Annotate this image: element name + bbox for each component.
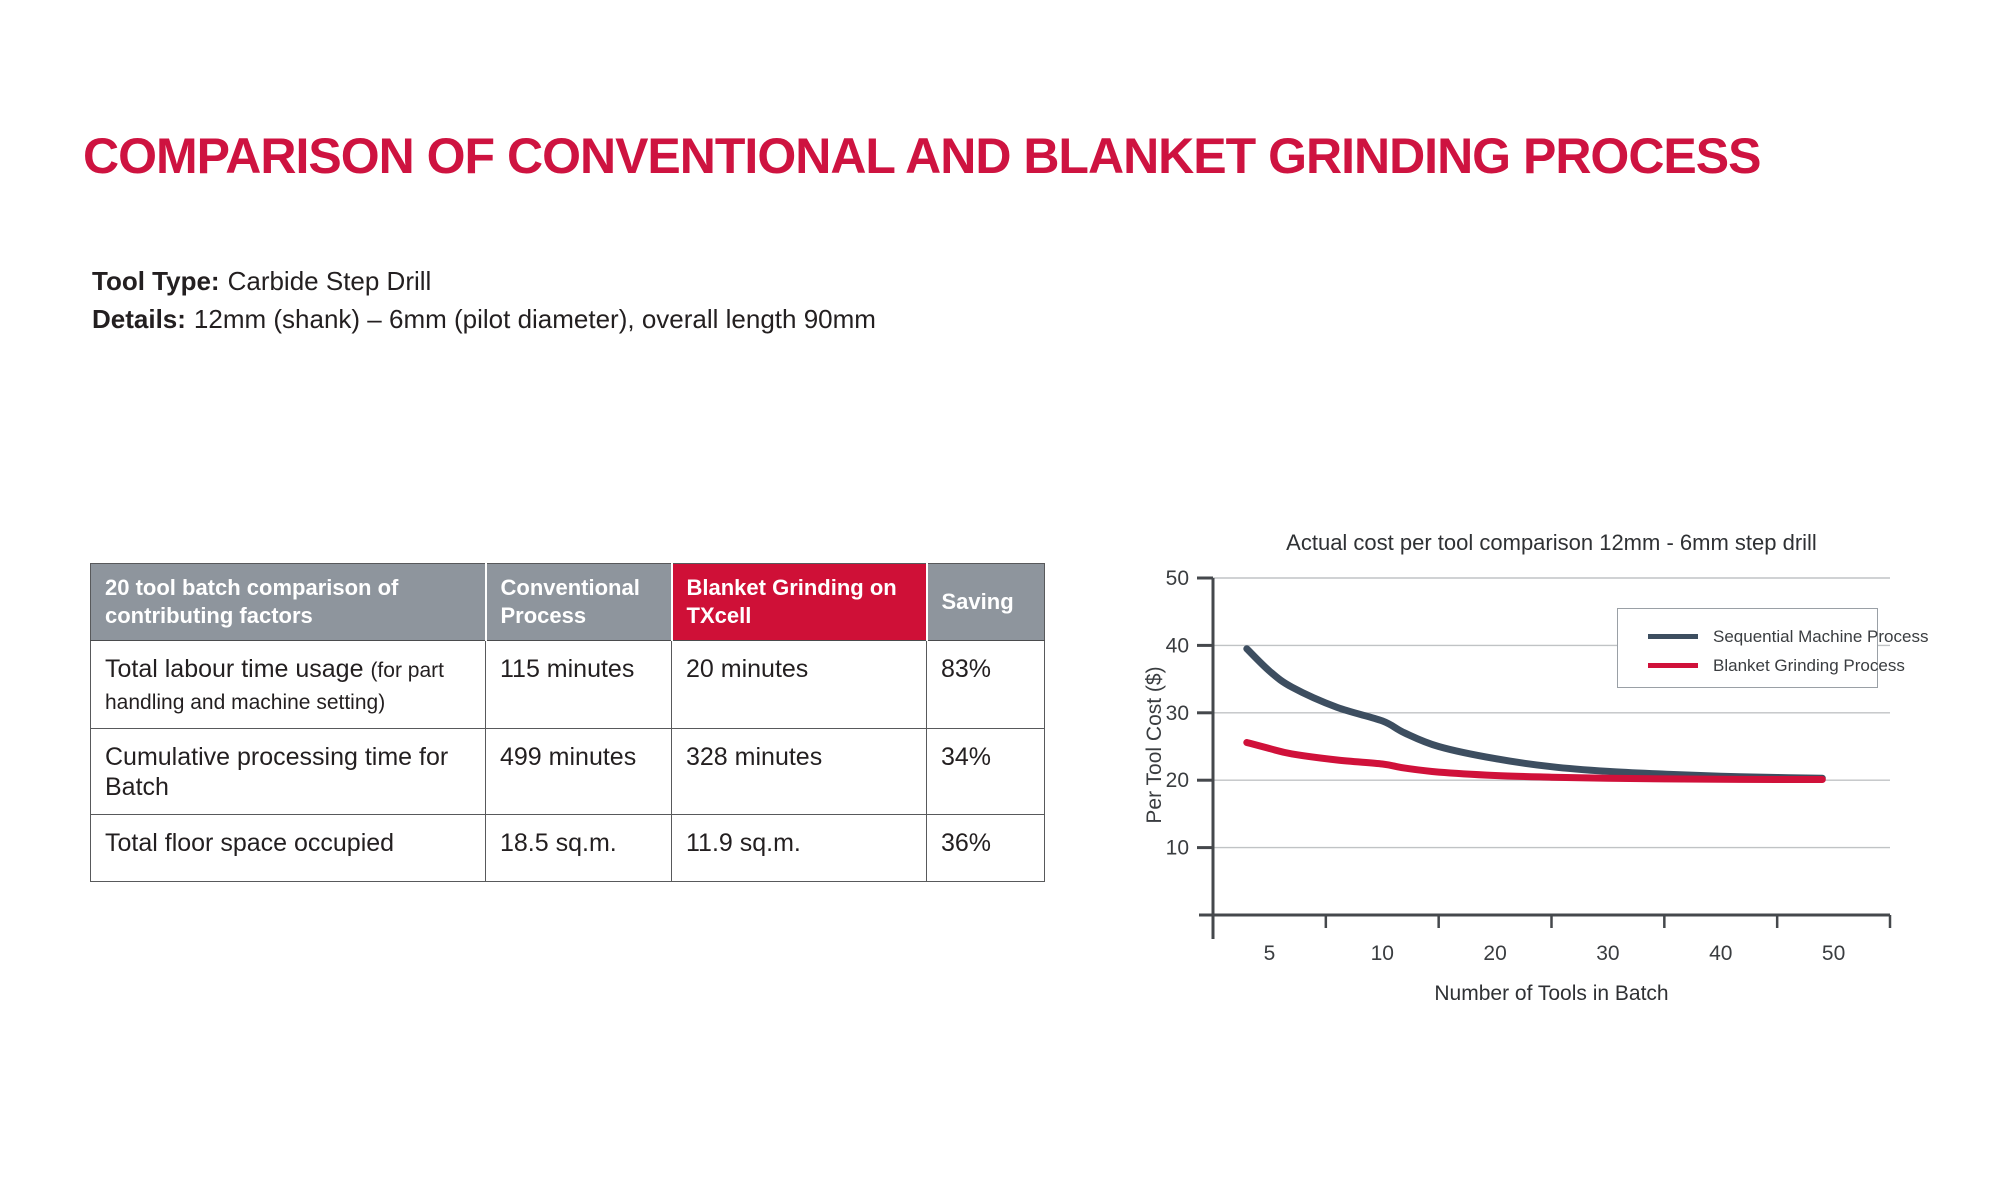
legend-swatch-blanket-grinding-process: [1648, 663, 1698, 668]
x-axis-label: Number of Tools in Batch: [1434, 982, 1669, 1005]
column-header-conventional: Conventional Process: [484, 563, 672, 641]
table-row: Cumulative processing time for Batch 499…: [90, 728, 1045, 815]
column-header-factors: 20 tool batch comparison of contributing…: [90, 563, 486, 641]
cell-factor: Total labour time usage (for part handli…: [90, 640, 486, 729]
x-tick-label-50: 50: [1822, 942, 1845, 965]
cell-blanket: 11.9 sq.m.: [671, 814, 927, 882]
page-title: COMPARISON OF CONVENTIONAL AND BLANKET G…: [83, 128, 1761, 184]
x-tick-label-40: 40: [1709, 942, 1732, 965]
cell-blanket: 328 minutes: [671, 728, 927, 815]
chart-legend: Sequential Machine Process Blanket Grindi…: [1617, 608, 1928, 688]
cell-conventional: 499 minutes: [485, 728, 672, 815]
x-tick-label-20: 20: [1483, 942, 1506, 965]
cell-conventional: 18.5 sq.m.: [485, 814, 672, 882]
table-row: Total floor space occupied 18.5 sq.m. 11…: [90, 814, 1045, 882]
y-tick-label-40: 40: [1166, 634, 1189, 657]
factor-note: (for part handling and machine setting): [105, 659, 444, 714]
cell-factor: Cumulative processing time for Batch: [90, 728, 486, 815]
table-row: Total labour time usage (for part handli…: [90, 640, 1045, 729]
spec-details-label: Details:: [92, 304, 186, 334]
legend-swatch-sequential-machine-process: [1648, 634, 1698, 639]
y-tick-label-20: 20: [1166, 769, 1189, 792]
x-tick-label-10: 10: [1371, 942, 1394, 965]
legend-label-sequential-machine-process: Sequential Machine Process: [1713, 626, 1929, 646]
x-tick-label-30: 30: [1596, 942, 1619, 965]
column-header-saving: Saving: [925, 563, 1045, 641]
spec-details-value: 12mm (shank) – 6mm (pilot diameter), ove…: [193, 304, 876, 334]
legend-item-sequential-machine-process: Sequential Machine Process: [1618, 622, 1928, 651]
cell-factor: Total floor space occupied: [90, 814, 486, 882]
factor-text: Total floor space occupied: [105, 829, 395, 857]
spec-tool-type-value: Carbide Step Drill: [227, 266, 432, 296]
series-line-blanket-grinding-process: [1243, 739, 1826, 784]
legend-label-blanket-grinding-process: Blanket Grinding Process: [1713, 655, 1905, 675]
spec-details: Details: 12mm (shank) – 6mm (pilot diamet…: [92, 300, 876, 338]
spec-tool-type-label: Tool Type:: [92, 266, 220, 296]
factor-text: Total labour time usage: [105, 655, 364, 683]
legend-item-blanket-grinding-process: Blanket Grinding Process: [1618, 651, 1905, 680]
tool-spec-block: Tool Type: Carbide Step Drill Details: 12m…: [92, 262, 876, 338]
cell-saving: 83%: [926, 640, 1045, 729]
chart-title: Actual cost per tool comparison 12mm - 6…: [1286, 530, 1817, 555]
cell-blanket: 20 minutes: [671, 640, 927, 729]
column-header-blanket-grinding: Blanket Grinding on TXcell: [670, 563, 927, 641]
spec-tool-type: Tool Type: Carbide Step Drill: [92, 262, 876, 300]
y-tick-label-30: 30: [1166, 702, 1189, 725]
table-header-row: 20 tool batch comparison of contributing…: [90, 563, 1045, 641]
factor-text: Cumulative processing time for Batch: [105, 743, 449, 801]
cost-comparison-chart: Actual cost per tool comparison 12mm - 6…: [1120, 520, 1930, 1020]
cell-saving: 36%: [926, 814, 1045, 882]
cell-conventional: 115 minutes: [485, 640, 672, 729]
comparison-table: 20 tool batch comparison of contributing…: [90, 563, 1045, 882]
y-tick-label-10: 10: [1166, 837, 1189, 860]
cell-saving: 34%: [926, 728, 1045, 815]
chart-plot-area: 10 20 30 40 50 5 10 20 30 40 50: [1166, 567, 1892, 965]
x-tick-label-5: 5: [1264, 942, 1276, 965]
y-tick-label-50: 50: [1166, 567, 1189, 590]
